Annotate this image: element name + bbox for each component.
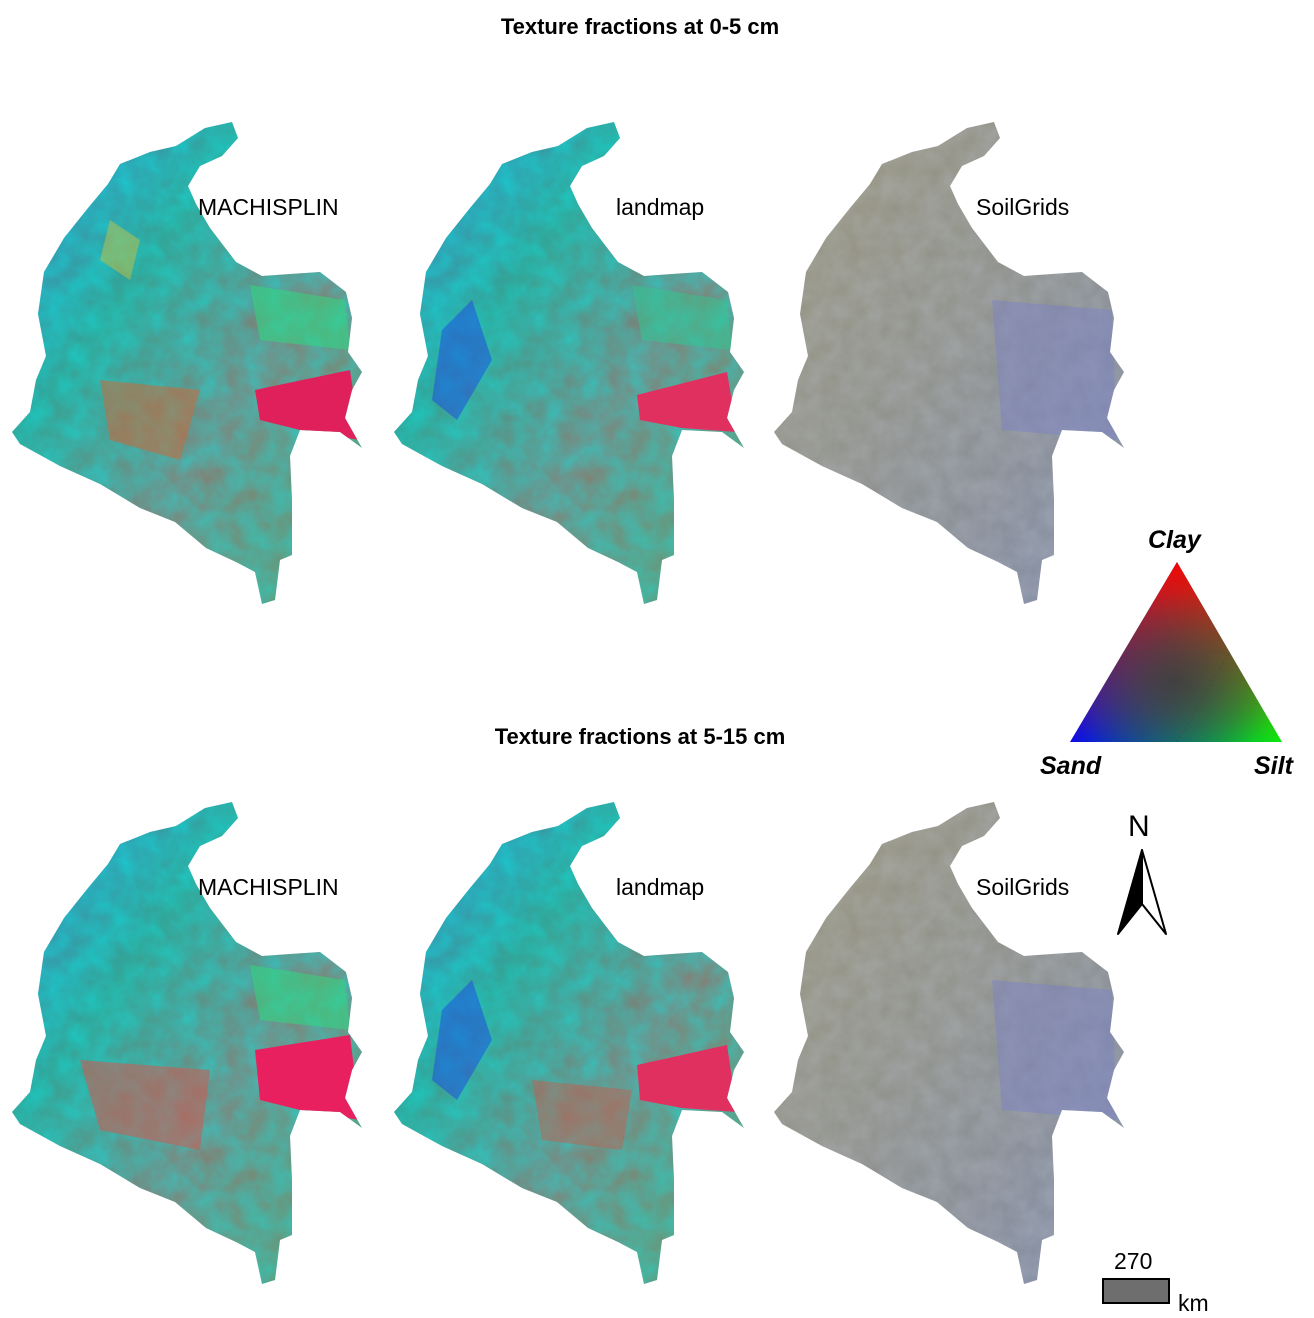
scale-bar-value: 270 [1114,1248,1153,1274]
texture-triangle-legend [1060,552,1290,752]
panel-label-landmap: landmap [616,874,705,900]
map-soilgrids-0-5: SoilGrids [762,0,1142,604]
legend-label-clay: Clay [1148,526,1201,554]
panel-label-machisplin: MACHISPLIN [198,874,339,900]
legend-label-silt: Silt [1254,752,1293,780]
title-0-5cm: Texture fractions at 0-5 cm [500,14,780,39]
panel-label-soilgrids: SoilGrids [976,194,1070,220]
map-landmap-5-15: landmap [382,680,762,1284]
scale-bar [1102,1278,1170,1304]
panel-label-soilgrids: SoilGrids [976,874,1070,900]
panel-label-landmap: landmap [616,194,705,220]
scale-bar-unit: km [1178,1290,1209,1316]
panel-label-machisplin: MACHISPLIN [198,194,339,220]
north-arrow-icon [1112,846,1172,938]
map-soilgrids-5-15: SoilGrids [762,680,1142,1284]
map-landmap-0-5: landmap [382,0,762,604]
legend-label-sand: Sand [1040,752,1102,780]
title-5-15cm: Texture fractions at 5-15 cm [494,724,786,749]
north-arrow-letter: N [1128,810,1150,843]
map-machisplin-0-5: MACHISPLIN [0,0,380,604]
map-machisplin-5-15: MACHISPLIN [0,680,380,1284]
